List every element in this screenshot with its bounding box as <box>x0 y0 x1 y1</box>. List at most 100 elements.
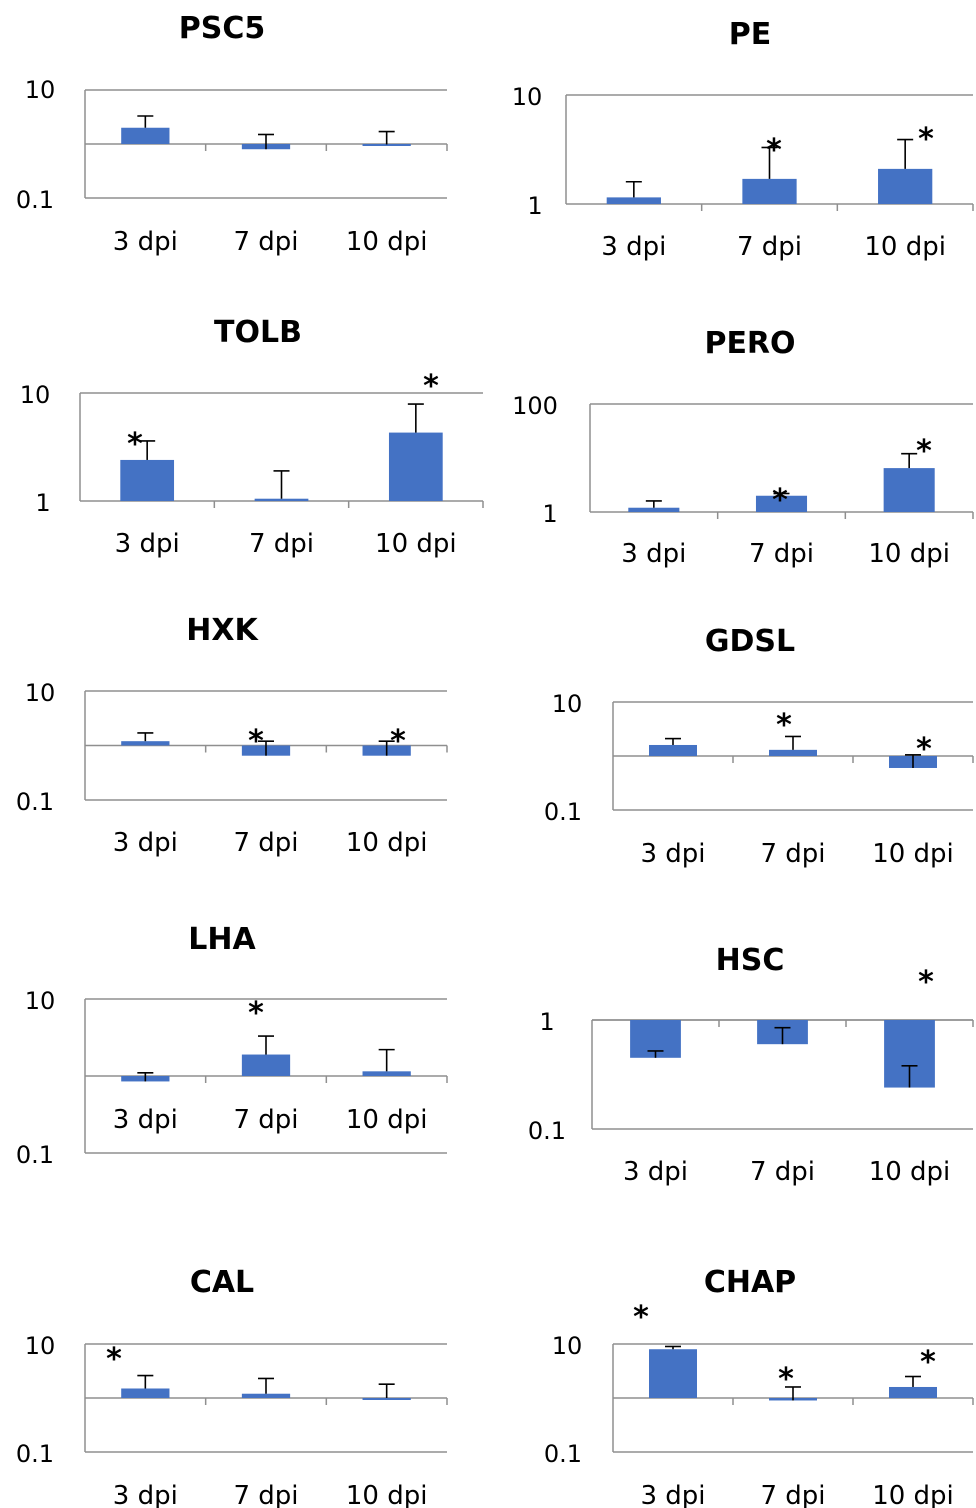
y-tick-label: 0.1 <box>544 1440 582 1468</box>
x-tick-label: 10 dpi <box>872 839 954 869</box>
x-tick-label: 7 dpi <box>760 839 825 869</box>
chart-title: HXK <box>186 613 259 648</box>
significance-star: * <box>127 427 143 462</box>
y-tick-label: 0.1 <box>16 186 54 214</box>
chart-panel-lha: LHA 10 0.1 3 dpi 7 dpi * 10 dpi <box>16 922 448 1169</box>
chart-panel-hsc: HSC 1 0.1 3 dpi 7 dpi 10 dpi * <box>528 943 974 1187</box>
chart-panel-psc5: PSC5 10 0.1 3 dpi 7 dpi 10 dpi <box>16 11 448 257</box>
significance-star: * <box>106 1342 122 1377</box>
x-tick-label: 7 dpi <box>749 539 814 569</box>
y-tick-label: 0.1 <box>544 798 582 826</box>
x-tick-label: 10 dpi <box>869 1157 951 1187</box>
y-tick-label: 1 <box>35 489 50 517</box>
bar-3-dpi <box>649 1349 697 1398</box>
chart-panel-pe: PE 10 1 3 dpi 7 dpi * 10 dpi * <box>512 17 974 262</box>
x-tick-label: 3 dpi <box>640 839 705 869</box>
x-tick-label: 10 dpi <box>864 232 946 262</box>
bar-7-dpi <box>241 1393 291 1398</box>
significance-star: * <box>248 724 264 759</box>
x-tick-label: 10 dpi <box>346 1105 428 1135</box>
chart-panel-gdsl: GDSL 10 0.1 3 dpi 7 dpi * 10 dpi * <box>544 624 974 869</box>
bar-3-dpi <box>121 127 170 144</box>
x-tick-label: 10 dpi <box>346 828 428 858</box>
bar-10-dpi <box>362 1398 411 1400</box>
x-tick-label: 3 dpi <box>113 1105 178 1135</box>
significance-star: * <box>916 434 932 469</box>
bar-7-dpi <box>742 178 797 204</box>
significance-star: * <box>776 708 792 743</box>
y-tick-label: 10 <box>552 690 583 718</box>
x-tick-label: 10 dpi <box>346 227 428 257</box>
y-tick-label: 1 <box>539 1008 554 1036</box>
significance-star: * <box>766 133 782 168</box>
chart-panel-chap: CHAP 10 0.1 3 dpi * 7 dpi * 10 dpi * <box>544 1265 974 1508</box>
bar-10-dpi <box>362 1071 411 1076</box>
bar-3-dpi <box>121 741 170 746</box>
chart-panel-hxk: HXK 10 0.1 3 dpi 7 dpi * 10 dpi * <box>16 613 448 858</box>
bar-3-dpi <box>121 1388 170 1398</box>
bar-7-dpi <box>241 1054 291 1076</box>
x-tick-label: 3 dpi <box>640 1481 705 1508</box>
x-tick-label: 3 dpi <box>621 539 686 569</box>
x-tick-label: 7 dpi <box>233 828 298 858</box>
bar-3-dpi <box>606 197 661 204</box>
x-tick-label: 7 dpi <box>233 1105 298 1135</box>
bar-10-dpi <box>878 168 933 204</box>
chart-title: CAL <box>190 1265 254 1300</box>
x-tick-label: 3 dpi <box>623 1157 688 1187</box>
x-tick-label: 7 dpi <box>750 1157 815 1187</box>
significance-star: * <box>772 483 788 518</box>
chart-title: PERO <box>704 326 795 361</box>
chart-panel-tolb: TOLB 10 1 3 dpi * 7 dpi 10 dpi * <box>20 315 484 559</box>
y-tick-label: 1 <box>542 500 557 528</box>
y-tick-label: 10 <box>20 381 51 409</box>
significance-star: * <box>390 724 406 759</box>
x-tick-label: 10 dpi <box>868 539 950 569</box>
significance-star: * <box>633 1300 649 1335</box>
x-tick-label: 3 dpi <box>113 1481 178 1508</box>
chart-title: CHAP <box>704 1265 796 1300</box>
x-tick-label: 7 dpi <box>760 1481 825 1508</box>
y-tick-label: 0.1 <box>528 1117 566 1145</box>
bar-10-dpi <box>883 468 935 512</box>
y-tick-label: 0.1 <box>16 1141 54 1169</box>
x-tick-label: 3 dpi <box>113 227 178 257</box>
chart-title: PE <box>729 17 771 52</box>
x-tick-label: 10 dpi <box>375 529 457 559</box>
chart-title: TOLB <box>214 315 302 350</box>
x-tick-label: 7 dpi <box>249 529 314 559</box>
x-tick-label: 3 dpi <box>113 828 178 858</box>
bar-7-dpi <box>254 498 309 501</box>
significance-star: * <box>916 732 932 767</box>
y-tick-label: 10 <box>25 987 56 1015</box>
x-tick-label: 7 dpi <box>233 1481 298 1508</box>
y-tick-label: 1 <box>527 192 542 220</box>
significance-star: * <box>778 1362 794 1397</box>
chart-title: HSC <box>716 943 785 978</box>
y-tick-label: 10 <box>512 83 543 111</box>
x-tick-label: 3 dpi <box>601 232 666 262</box>
y-tick-label: 10 <box>25 76 56 104</box>
bar-7-dpi <box>769 749 817 756</box>
x-tick-label: 10 dpi <box>346 1481 428 1508</box>
bar-3-dpi <box>120 459 175 501</box>
y-tick-label: 100 <box>512 392 558 420</box>
significance-star: * <box>248 996 264 1031</box>
x-tick-label: 10 dpi <box>872 1481 954 1508</box>
significance-star: * <box>920 1345 936 1380</box>
chart-panel-pero: PERO 100 1 3 dpi 7 dpi * 10 dpi * <box>512 326 974 569</box>
significance-star: * <box>918 122 934 157</box>
chart-title: LHA <box>188 922 256 957</box>
chart-title: PSC5 <box>179 11 265 46</box>
significance-star: * <box>423 369 439 404</box>
y-tick-label: 10 <box>552 1332 583 1360</box>
bar-10-dpi <box>362 144 411 146</box>
y-tick-label: 0.1 <box>16 1440 54 1468</box>
bar-3-dpi <box>628 507 680 512</box>
bar-3-dpi <box>649 744 697 756</box>
chart-panel-cal: CAL 10 0.1 3 dpi * 7 dpi 10 dpi <box>16 1265 448 1508</box>
significance-star: * <box>918 965 934 1000</box>
x-tick-label: 7 dpi <box>737 232 802 262</box>
x-tick-label: 7 dpi <box>233 227 298 257</box>
